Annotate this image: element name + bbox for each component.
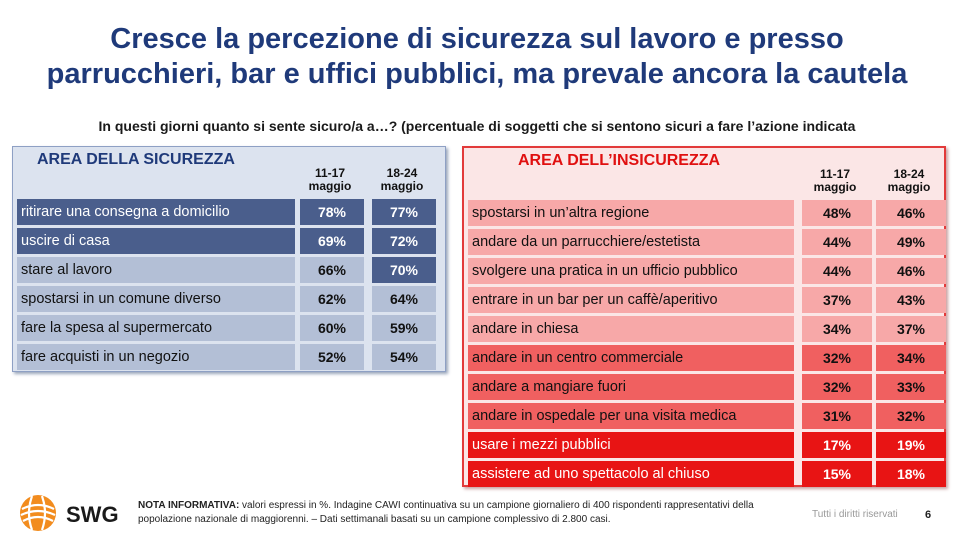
col-head-line: maggio — [813, 180, 857, 194]
row-value-week1: 15% — [802, 461, 872, 487]
row-label: uscire di casa — [17, 228, 295, 254]
table-row: andare da un parrucchiere/estetista 44% 49… — [468, 229, 948, 255]
swg-globe-logo-icon — [20, 495, 56, 531]
table-row: usare i mezzi pubblici 17% 19% — [468, 432, 948, 458]
row-value-week1: 66% — [300, 257, 364, 283]
title-line-2: parrucchieri, bar e uffici pubblici, ma … — [46, 58, 908, 90]
col-head-line: maggio — [380, 179, 424, 193]
row-label: andare a mangiare fuori — [468, 374, 794, 400]
table-row: andare in chiesa 34% 37% — [468, 316, 948, 342]
row-label: spostarsi in un comune diverso — [17, 286, 295, 312]
col-head-line: 11-17 — [819, 167, 851, 181]
table-row: entrare in un bar per un caffè/aperitivo… — [468, 287, 948, 313]
security-area-heading: AREA DELLA SICUREZZA — [37, 151, 235, 168]
rights-reserved: Tutti i diritti riservati — [812, 509, 898, 520]
security-area-table: AREA DELLA SICUREZZA 11-17 maggio 18-24 … — [12, 146, 446, 372]
row-value-week2: 46% — [876, 258, 946, 284]
page-title: Cresce la percezione di sicurezza sul la… — [0, 22, 954, 92]
row-value-week1: 62% — [300, 286, 364, 312]
row-value-week1: 31% — [802, 403, 872, 429]
col-head-line: 18-24 — [893, 167, 925, 181]
page-number: 6 — [925, 509, 932, 521]
row-value-week2: 34% — [876, 345, 946, 371]
row-value-week2: 64% — [372, 286, 436, 312]
table-row: andare a mangiare fuori 32% 33% — [468, 374, 948, 400]
row-value-week2: 37% — [876, 316, 946, 342]
row-label: usare i mezzi pubblici — [468, 432, 794, 458]
col-head-line: maggio — [308, 179, 352, 193]
row-value-week2: 59% — [372, 315, 436, 341]
table-row: uscire di casa 69% 72% — [17, 228, 449, 254]
row-value-week2: 43% — [876, 287, 946, 313]
row-value-week2: 46% — [876, 200, 946, 226]
security-col-head-week2: 18-24 maggio — [371, 167, 433, 193]
row-label: fare acquisti in un negozio — [17, 344, 295, 370]
row-value-week1: 34% — [802, 316, 872, 342]
row-value-week2: 19% — [876, 432, 946, 458]
table-row: fare la spesa al supermercato 60% 59% — [17, 315, 449, 341]
table-row: ritirare una consegna a domicilio 78% 77% — [17, 199, 449, 225]
table-row: svolgere una pratica in un ufficio pubbl… — [468, 258, 948, 284]
security-col-head-week1: 11-17 maggio — [299, 167, 361, 193]
row-value-week2: 77% — [372, 199, 436, 225]
row-label: spostarsi in un’altra regione — [468, 200, 794, 226]
col-head-line: 11-17 — [314, 166, 346, 180]
row-value-week1: 60% — [300, 315, 364, 341]
note-label: NOTA INFORMATIVA: — [138, 500, 240, 511]
row-label: svolgere una pratica in un ufficio pubbl… — [468, 258, 794, 284]
row-value-week2: 54% — [372, 344, 436, 370]
row-value-week2: 18% — [876, 461, 946, 487]
table-row: assistere ad uno spettacolo al chiuso 15%… — [468, 461, 948, 487]
row-label: andare da un parrucchiere/estetista — [468, 229, 794, 255]
question-subtitle: In questi giorni quanto si sente sicuro/… — [98, 118, 856, 134]
table-row: fare acquisti in un negozio 52% 54% — [17, 344, 449, 370]
row-value-week1: 17% — [802, 432, 872, 458]
row-value-week1: 44% — [802, 229, 872, 255]
note-text: valori espressi in %. Indagine CAWI cont… — [138, 500, 754, 525]
row-value-week2: 72% — [372, 228, 436, 254]
row-value-week1: 37% — [802, 287, 872, 313]
row-value-week2: 32% — [876, 403, 946, 429]
row-label: andare in un centro commerciale — [468, 345, 794, 371]
row-label: ritirare una consegna a domicilio — [17, 199, 295, 225]
swg-brand: SWG — [66, 502, 119, 527]
table-row: andare in un centro commerciale 32% 34% — [468, 345, 948, 371]
table-row: andare in ospedale per una visita medica… — [468, 403, 948, 429]
row-value-week1: 52% — [300, 344, 364, 370]
row-value-week2: 33% — [876, 374, 946, 400]
col-head-line: maggio — [887, 180, 931, 194]
row-value-week1: 32% — [802, 374, 872, 400]
row-label: stare al lavoro — [17, 257, 295, 283]
row-value-week1: 48% — [802, 200, 872, 226]
row-label: andare in ospedale per una visita medica — [468, 403, 794, 429]
insecurity-col-head-week1: 11-17 maggio — [804, 168, 866, 194]
row-value-week1: 69% — [300, 228, 364, 254]
row-value-week2: 49% — [876, 229, 946, 255]
insecurity-col-head-week2: 18-24 maggio — [878, 168, 940, 194]
table-row: spostarsi in un’altra regione 48% 46% — [468, 200, 948, 226]
row-label: assistere ad uno spettacolo al chiuso — [468, 461, 794, 487]
table-row: spostarsi in un comune diverso 62% 64% — [17, 286, 449, 312]
informative-note: NOTA INFORMATIVA: valori espressi in %. … — [138, 499, 788, 527]
insecurity-area-table: AREA DELL’INSICUREZZA 11-17 maggio 18-24… — [462, 146, 946, 487]
row-label: andare in chiesa — [468, 316, 794, 342]
row-label: entrare in un bar per un caffè/aperitivo — [468, 287, 794, 313]
row-value-week1: 78% — [300, 199, 364, 225]
insecurity-area-heading: AREA DELL’INSICUREZZA — [518, 152, 721, 169]
table-row: stare al lavoro 66% 70% — [17, 257, 449, 283]
row-value-week2: 70% — [372, 257, 436, 283]
title-line-1: Cresce la percezione di sicurezza sul la… — [110, 23, 844, 55]
col-head-line: 18-24 — [386, 166, 418, 180]
row-value-week1: 32% — [802, 345, 872, 371]
row-label: fare la spesa al supermercato — [17, 315, 295, 341]
row-value-week1: 44% — [802, 258, 872, 284]
